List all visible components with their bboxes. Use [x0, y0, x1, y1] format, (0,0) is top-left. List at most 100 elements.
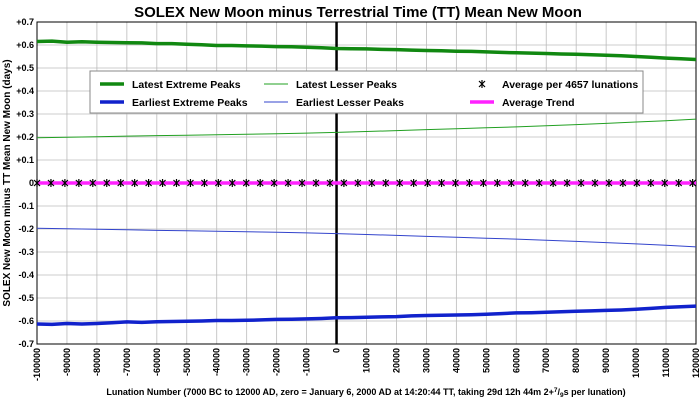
average-marker	[214, 179, 222, 187]
average-marker	[187, 179, 194, 187]
y-tick-label: +0.1	[16, 155, 34, 165]
legend-item: Average per 4657 lunations	[478, 79, 638, 91]
legend-label: Earliest Lesser Peaks	[296, 97, 404, 109]
legend-label: Earliest Extreme Peaks	[132, 97, 248, 109]
legend-item: Earliest Extreme Peaks	[100, 97, 248, 109]
average-marker	[173, 179, 180, 187]
y-tick-label: -0.6	[18, 316, 34, 326]
average-marker	[577, 179, 585, 187]
average-marker	[256, 179, 264, 187]
x-tick-label: 0	[332, 348, 342, 353]
average-marker	[424, 179, 432, 187]
x-tick-label: 120000	[691, 348, 700, 378]
y-tick-label: -0.2	[18, 224, 34, 234]
series-layer	[33, 39, 697, 327]
series-line	[36, 304, 697, 327]
average-marker	[466, 179, 473, 187]
y-tick-label: +0.5	[16, 63, 34, 73]
tick-labels: +0.7 +0.6 +0.5 +0.4 +0.3 +0.2 +0.1 0 -0.1 -0.2 -0.…	[16, 17, 700, 381]
x-tick-label: -20000	[272, 348, 282, 376]
average-marker	[368, 179, 376, 187]
average-marker	[521, 179, 529, 187]
x-tick-label: 20000	[391, 348, 401, 373]
chart-title: SOLEX New Moon minus Terrestrial Time (T…	[134, 4, 582, 21]
legend: Latest Extreme Peaks Latest Lesser Peaks A…	[89, 70, 644, 114]
y-tick-label: +0.7	[16, 17, 34, 27]
average-marker	[131, 179, 139, 187]
average-marker	[535, 179, 543, 187]
average-marker	[591, 179, 599, 187]
x-tick-label: -60000	[152, 348, 162, 376]
x-tick-label: 80000	[571, 348, 581, 373]
average-marker	[661, 179, 669, 187]
x-tick-label: 90000	[601, 348, 611, 373]
average-marker	[675, 179, 683, 187]
average-marker	[507, 179, 515, 187]
average-marker	[563, 179, 571, 187]
x-tick-label: 40000	[451, 348, 461, 373]
series-line	[36, 39, 697, 62]
x-tick-label: 30000	[421, 348, 431, 373]
average-marker	[478, 80, 486, 88]
x-tick-label: -100000	[32, 348, 42, 381]
average-marker	[284, 179, 292, 187]
y-tick-label: +0.4	[16, 86, 34, 96]
average-marker	[452, 179, 459, 187]
legend-label: Average per 4657 lunations	[502, 79, 638, 91]
average-marker	[75, 179, 83, 187]
x-axis-label: Lunation Number (7000 BC to 12000 AD, ze…	[106, 387, 625, 399]
average-marker	[410, 179, 418, 187]
average-marker	[145, 179, 153, 187]
legend-label: Latest Extreme Peaks	[132, 79, 241, 91]
legend-label: Average Trend	[502, 97, 575, 109]
y-tick-label: +0.3	[16, 109, 34, 119]
average-marker	[326, 179, 334, 187]
x-tick-label: 50000	[481, 348, 491, 373]
average-marker	[382, 179, 390, 187]
legend-item: Latest Extreme Peaks	[100, 79, 241, 91]
legend-box	[89, 70, 644, 114]
y-tick-label: -0.5	[18, 293, 34, 303]
average-marker	[33, 179, 41, 187]
y-tick-label: -0.4	[18, 270, 34, 280]
x-tick-label: 10000	[362, 348, 372, 373]
x-tick-label: 60000	[511, 348, 521, 373]
average-marker	[270, 179, 278, 187]
legend-item: Earliest Lesser Peaks	[264, 97, 404, 109]
average-marker	[619, 179, 627, 187]
average-marker	[200, 179, 208, 187]
average-marker	[549, 179, 557, 187]
average-marker	[354, 179, 362, 187]
y-tick-label: +0.2	[16, 132, 34, 142]
x-tick-label: -80000	[92, 348, 102, 376]
y-tick-label: +0.6	[16, 40, 34, 50]
average-marker	[312, 179, 320, 187]
x-tick-label: -50000	[182, 348, 192, 376]
average-marker	[396, 179, 404, 187]
legend-label: Latest Lesser Peaks	[296, 79, 397, 91]
legend-item: Latest Lesser Peaks	[264, 79, 397, 91]
average-marker	[633, 179, 641, 187]
y-tick-label: -0.1	[18, 201, 34, 211]
average-marker	[103, 179, 111, 187]
y-tick-label: -0.7	[18, 339, 34, 349]
average-marker	[117, 179, 125, 187]
x-tick-label: -30000	[242, 348, 252, 376]
y-tick-label: -0.3	[18, 247, 34, 257]
series-line	[36, 118, 697, 139]
average-marker	[61, 179, 69, 187]
y-axis-label: SOLEX New Moon minus TT Mean New Moon (d…	[2, 59, 13, 306]
average-marker	[159, 179, 166, 187]
average-marker	[228, 179, 236, 187]
x-tick-label: -90000	[62, 348, 72, 376]
average-marker	[47, 179, 55, 187]
average-marker	[479, 179, 487, 187]
x-tick-label: 110000	[661, 348, 671, 378]
average-marker	[689, 179, 697, 187]
average-marker	[89, 179, 97, 187]
x-tick-label: 100000	[631, 348, 641, 378]
average-marker	[438, 179, 445, 187]
average-marker	[340, 179, 348, 187]
average-marker	[605, 179, 613, 187]
